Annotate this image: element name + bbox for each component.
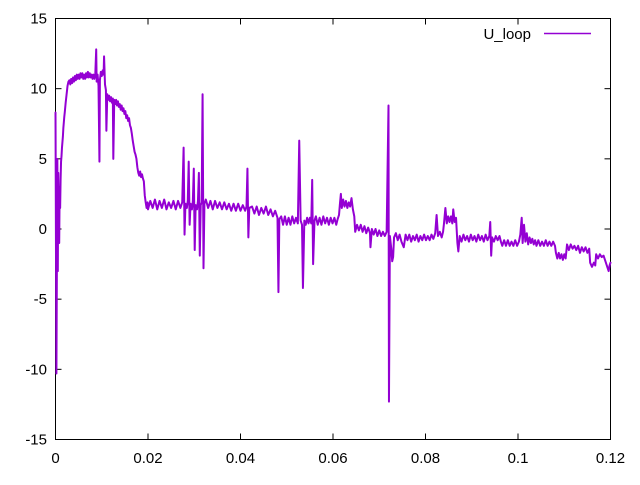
data-series xyxy=(54,48,612,403)
y-tick-label: -15 xyxy=(25,432,47,449)
y-tick-label: 15 xyxy=(30,11,47,28)
x-tick-label: 0.04 xyxy=(226,450,255,467)
x-tick-label: 0.02 xyxy=(133,450,162,467)
legend-label: U_loop xyxy=(483,26,531,43)
x-tick-label: 0.1 xyxy=(508,450,529,467)
y-tick-label: -5 xyxy=(34,291,47,308)
axis-ticks xyxy=(55,18,611,440)
y-tick-label: 5 xyxy=(39,151,47,168)
x-tick-label: 0.12 xyxy=(596,450,625,467)
x-axis-tick-labels: 0 0.02 0.04 0.06 0.08 0.1 0.12 xyxy=(51,450,625,467)
plot-border-rect xyxy=(55,18,611,440)
y-tick-label: 10 xyxy=(30,81,47,98)
x-tick-label: 0.06 xyxy=(318,450,347,467)
x-tick-label: 0 xyxy=(51,450,59,467)
y-tick-label: 0 xyxy=(39,221,47,238)
series-line-U_loop xyxy=(54,48,612,403)
legend: U_loop xyxy=(483,26,591,43)
y-axis-tick-labels: -15 -10 -5 0 5 10 15 xyxy=(25,11,47,449)
x-tick-label: 0.08 xyxy=(411,450,440,467)
plot-border xyxy=(55,18,611,440)
y-tick-label: -10 xyxy=(25,361,47,378)
